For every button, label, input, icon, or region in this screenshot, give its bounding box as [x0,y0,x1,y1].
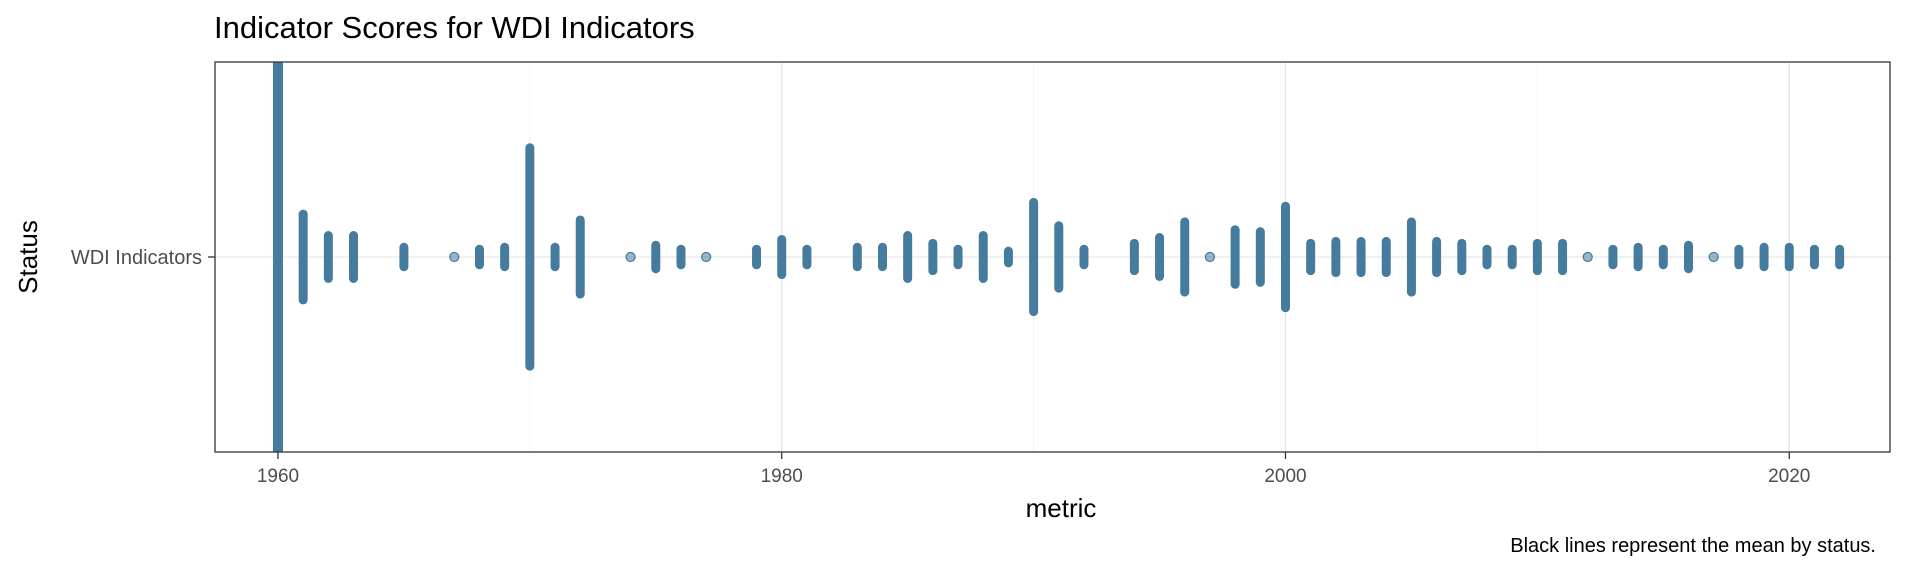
y-axis-ticks: WDI Indicators [71,247,215,269]
x-tick-label: 1960 [257,466,299,487]
data-point [1708,251,1719,263]
data-point [1204,251,1216,263]
chart-caption: Black lines represent the mean by status… [1510,535,1876,557]
data-points [272,62,1845,452]
x-tick-label: 2020 [1768,466,1810,487]
x-axis-label: metric [1026,493,1097,523]
y-tick-label: WDI Indicators [71,247,202,269]
y-axis-label: Status [13,220,43,294]
data-point [625,251,636,263]
data-point [701,251,712,263]
x-axis-ticks: 1960 1980 2000 2020 [257,452,1810,487]
x-tick-label: 1980 [761,466,803,487]
chart-title: Indicator Scores for WDI Indicators [214,10,695,45]
x-tick-label: 2000 [1264,466,1306,487]
data-point [1582,251,1593,263]
data-point [449,251,460,263]
